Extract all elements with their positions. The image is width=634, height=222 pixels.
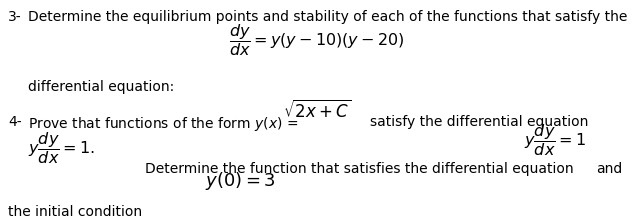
Text: differential equation:: differential equation: (28, 80, 174, 94)
Text: $y\dfrac{dy}{dx} = 1.$: $y\dfrac{dy}{dx} = 1.$ (28, 130, 94, 166)
Text: $\dfrac{dy}{dx} = y(y-10)(y-20)$: $\dfrac{dy}{dx} = y(y-10)(y-20)$ (230, 22, 404, 58)
Text: 4-: 4- (8, 115, 22, 129)
Text: and: and (596, 162, 622, 176)
Text: satisfy the differential equation: satisfy the differential equation (370, 115, 588, 129)
Text: $y\dfrac{dy}{dx} = 1$: $y\dfrac{dy}{dx} = 1$ (524, 122, 586, 158)
Text: 3-: 3- (8, 10, 22, 24)
Text: $y(0) = 3$: $y(0) = 3$ (205, 170, 275, 192)
Text: Determine the function that satisfies the differential equation: Determine the function that satisfies th… (145, 162, 574, 176)
Text: Prove that functions of the form $y(x)$ =: Prove that functions of the form $y(x)$ … (28, 115, 299, 133)
Text: the initial condition: the initial condition (8, 205, 142, 219)
Text: $\sqrt{2x+C}$: $\sqrt{2x+C}$ (283, 100, 351, 122)
Text: Determine the equilibrium points and stability of each of the functions that sat: Determine the equilibrium points and sta… (28, 10, 628, 24)
